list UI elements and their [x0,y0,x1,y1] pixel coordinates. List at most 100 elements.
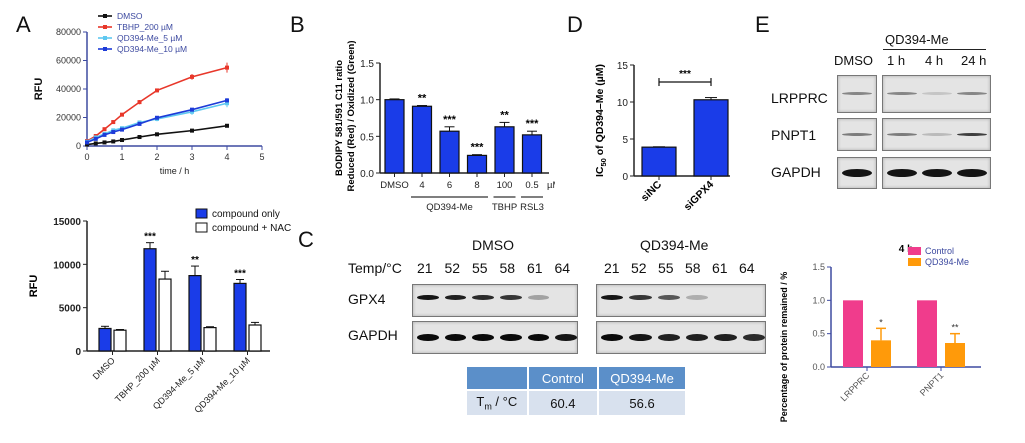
data-point [102,132,107,137]
gpx4-dmso-blot [412,284,578,317]
blot-band [686,295,709,300]
significance-label: *** [679,69,691,80]
bar [203,327,217,352]
bar [871,340,891,367]
significance-label: ** [951,323,959,333]
temp-label-52: 52 [444,260,461,276]
significance-label: *** [234,269,246,280]
y-tick-label: 40000 [56,84,81,94]
e-blot-qd-lrpprc [882,75,991,113]
blot-band [629,295,652,300]
y-axis-title: RFU [28,275,40,298]
data-point [120,127,124,132]
y-tick-label: 0 [75,347,81,358]
legend-swatch [908,258,921,266]
y-tick-label: 1.5 [812,262,825,272]
blot-band [887,132,917,136]
data-point [155,88,159,93]
bar [113,329,127,352]
gpx4-qd-blot [596,284,766,317]
blot-band [417,295,439,300]
y-tick-label: 15 [617,61,629,72]
bar [248,324,262,352]
blot-band [714,334,737,341]
panel-letter-b: B [290,12,305,37]
bar [521,134,543,174]
blot-band [887,92,917,95]
blot-band [444,295,467,300]
chart-d-bar: 0 5 10 15 IC50 of QD394–Me (µM) siNC siGPX4 *** [594,61,730,213]
significance-label: ** [191,255,199,266]
y-tick-label: 10000 [53,260,81,271]
bar [158,278,172,352]
tm-label-sub: m [484,401,492,412]
group-label: QD394-Me [426,202,472,213]
data-point [120,112,124,117]
chart-e-bar: 0.0 0.5 1.0 1.5 4 h Percentage of protein rem… [779,244,981,422]
blot-band [601,295,624,300]
bar [188,274,202,352]
tm-header-empty [465,365,529,391]
legend-label: QD394-Me_10 µM [117,44,187,54]
y-tick-label: 1.5 [360,59,374,70]
temp-label-64: 64 [739,260,755,276]
blot-band [842,169,872,177]
data-point [102,140,107,145]
e-lane-24h: 24 h [961,53,987,68]
blot-band [957,132,987,136]
legend-label: Control [925,246,954,256]
qd-title: QD394-Me [640,237,709,253]
data-point [120,138,124,143]
e-group-underline [883,49,986,50]
gapdh-row-label: GAPDH [348,327,398,343]
unit-label: µM [547,180,555,191]
y-tick-label: 5 [622,135,628,146]
data-point [137,121,142,126]
blot-band [417,334,439,341]
tm-table: Control QD394-Me Tm / °C 60.4 56.6 [465,365,687,417]
blot-band [842,92,872,95]
y-tick-label: 10 [617,98,629,109]
legend-label: compound + NAC [212,223,291,234]
tm-header-control: Control [526,365,600,391]
chart-b-bar: 0.0 0.5 1.0 1.5 BODIPY 581/591 C11 ratio Redu… [334,41,555,213]
y-tick-label: 1.0 [812,295,825,305]
y-tick-label: 15000 [53,217,81,228]
blot-band [922,92,952,95]
legend-marker [103,36,107,40]
data-point [137,135,142,140]
temp-label-61: 61 [527,260,543,276]
x-tick-label: TBHP_200 µM [113,355,162,404]
data-point [225,98,229,103]
x-tick-label: siNC [639,178,665,204]
e-blot-qd-gapdh [882,157,991,189]
legend-label: DMSO [117,11,143,21]
significance-label: *** [144,232,156,243]
blot-band [527,295,550,300]
temp-label: Temp/°C [348,260,402,276]
gpx4-row-label: GPX4 [348,291,386,307]
tm-value-qd: 56.6 [597,389,687,417]
gapdh-qd-blot [596,321,766,354]
blot-band [922,169,952,177]
tm-label-tail: / °C [491,394,518,410]
data-point [190,109,194,114]
dmso-title: DMSO [472,237,514,253]
legend-marker [103,14,107,18]
data-point [190,128,194,133]
data-point [137,100,142,105]
y-axis-title: IC50 of QD394–Me (µM) [594,64,608,177]
bar [494,126,515,174]
blot-band [657,295,680,300]
data-point [111,130,116,135]
bar [233,282,247,352]
e-blot-qd-pnpt1 [882,118,991,151]
blot-band [527,334,550,341]
x-tick-label: 4 [224,152,229,162]
temp-label-52: 52 [631,260,647,276]
y-tick-label: 0.0 [812,362,825,372]
temp-label-21: 21 [417,260,433,276]
blot-band [842,132,872,136]
temp-label-55: 55 [658,260,674,276]
